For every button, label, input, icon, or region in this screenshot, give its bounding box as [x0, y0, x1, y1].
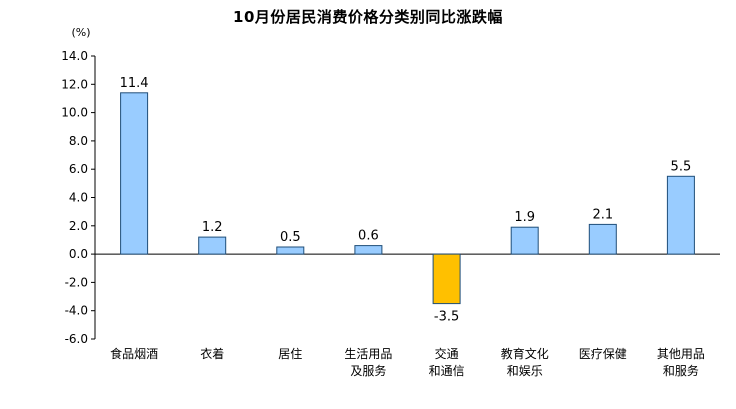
- data-label: 1.9: [514, 210, 535, 225]
- x-category-label: 和通信: [429, 364, 465, 378]
- y-tick-label: 2.0: [69, 219, 88, 233]
- x-category-label: 和服务: [663, 363, 699, 378]
- data-label: 0.5: [280, 230, 301, 245]
- axis-layer: 14.0 12.0 10.0 8.0 6.0 4.0 2.0 0.0 -2.0 -4.0 -6.0 (…: [61, 26, 720, 346]
- y-tick-label: 8.0: [69, 134, 88, 148]
- x-category-label: 教育文化: [501, 346, 549, 361]
- x-category-label: 医疗保健: [579, 347, 627, 361]
- bar: [666, 175, 695, 255]
- bar: [588, 223, 617, 255]
- data-label: 0.6: [358, 229, 379, 244]
- y-tick-label: -2.0: [65, 275, 88, 289]
- y-tick-label: -4.0: [65, 304, 88, 318]
- y-tick-label: -6.0: [65, 332, 88, 346]
- x-category-label: 其他用品: [657, 347, 705, 361]
- bar: [354, 245, 383, 255]
- y-tick-label: 0.0: [69, 247, 88, 261]
- bar: [120, 92, 149, 255]
- bar: [198, 236, 227, 255]
- x-category-label: 衣着: [200, 346, 224, 361]
- data-label: 2.1: [592, 207, 613, 222]
- bar-layer: [120, 92, 695, 305]
- x-category-label: 居住: [278, 347, 302, 361]
- data-label: 1.2: [202, 220, 223, 235]
- data-label: -3.5: [434, 310, 459, 325]
- bar: [432, 253, 461, 305]
- x-category-label: 及服务: [350, 363, 386, 378]
- y-tick-label: 6.0: [69, 162, 88, 176]
- x-category-label: 和娱乐: [507, 364, 543, 378]
- x-category-label: 生活用品: [344, 347, 392, 361]
- chart-title: 10月份居民消费价格分类别同比涨跌幅: [233, 8, 503, 26]
- data-label: 11.4: [120, 76, 149, 91]
- bar: [276, 246, 305, 255]
- y-tick-label: 14.0: [61, 49, 88, 63]
- data-label: 5.5: [671, 159, 692, 174]
- y-tick-label: 12.0: [61, 77, 88, 91]
- y-tick-label: 10.0: [61, 106, 88, 120]
- x-category-label: 食品烟酒: [110, 346, 158, 361]
- bar: [510, 226, 539, 255]
- y-axis-unit-label: (%): [71, 26, 90, 39]
- y-tick-label: 4.0: [69, 191, 88, 205]
- x-category-label: 交通: [435, 346, 459, 361]
